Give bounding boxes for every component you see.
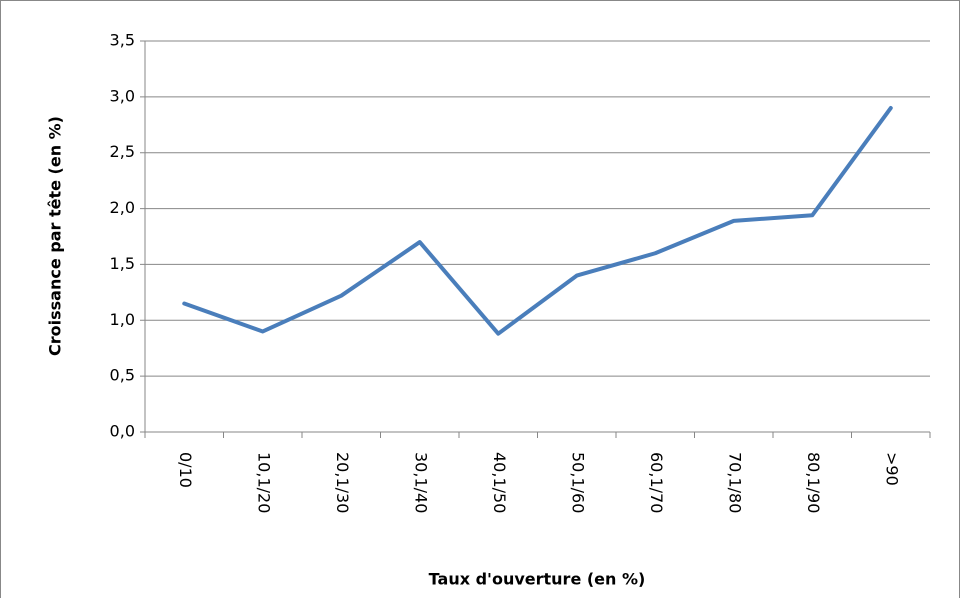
x-axis-title: Taux d'ouverture (en %) <box>429 570 646 589</box>
y-axis-title: Croissance par tête (en %) <box>46 116 65 356</box>
x-tick-label: 40,1/50 <box>490 452 509 513</box>
x-tick-label: 80,1/90 <box>804 452 823 513</box>
y-tick-label: 0,5 <box>110 366 135 385</box>
y-tick-label: 3,5 <box>110 31 135 50</box>
y-tick-label: 0,0 <box>110 422 135 441</box>
x-tick-label: 0/10 <box>176 452 195 488</box>
y-tick-label: 3,0 <box>110 86 135 105</box>
x-tick-label: 20,1/30 <box>333 452 352 513</box>
x-tick-label: 60,1/70 <box>647 452 666 513</box>
x-tick-label: 30,1/40 <box>411 452 430 513</box>
x-tick-label: >90 <box>882 452 901 486</box>
y-tick-label: 2,5 <box>110 142 135 161</box>
y-tick-label: 1,0 <box>110 310 135 329</box>
y-tick-label: 1,5 <box>110 254 135 273</box>
x-tick-label: 70,1/80 <box>725 452 744 513</box>
y-tick-label: 2,0 <box>110 198 135 217</box>
x-tick-label: 50,1/60 <box>568 452 587 513</box>
x-tick-label: 10,1/20 <box>254 452 273 513</box>
data-line <box>182 106 893 336</box>
